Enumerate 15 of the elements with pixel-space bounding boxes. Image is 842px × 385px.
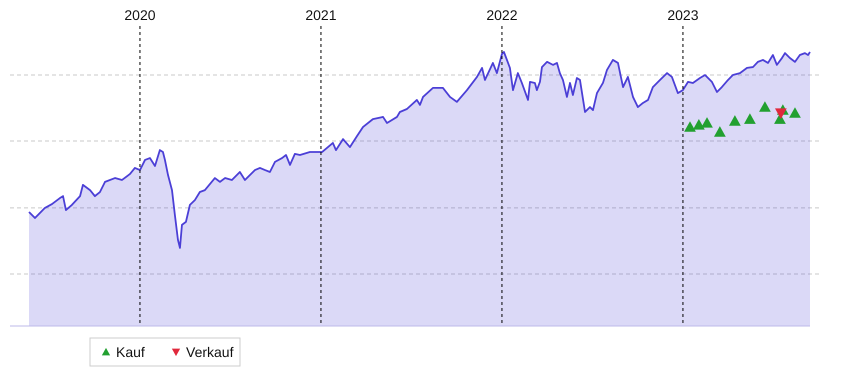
- point: [759, 101, 771, 112]
- x-tick-label: 2023: [667, 7, 699, 23]
- x-tick-label: 2022: [486, 7, 518, 23]
- point: [744, 113, 756, 124]
- legend-label: Kauf: [116, 344, 145, 360]
- point: [692, 119, 705, 130]
- point: [684, 121, 696, 132]
- point: [701, 117, 713, 128]
- x-tick-label: 2020: [124, 7, 156, 23]
- point: [774, 108, 787, 119]
- legend-label: Verkauf: [186, 344, 234, 360]
- x-tick-label: 2021: [305, 7, 337, 23]
- point: [729, 115, 741, 126]
- point: [714, 126, 726, 137]
- point: [789, 107, 801, 118]
